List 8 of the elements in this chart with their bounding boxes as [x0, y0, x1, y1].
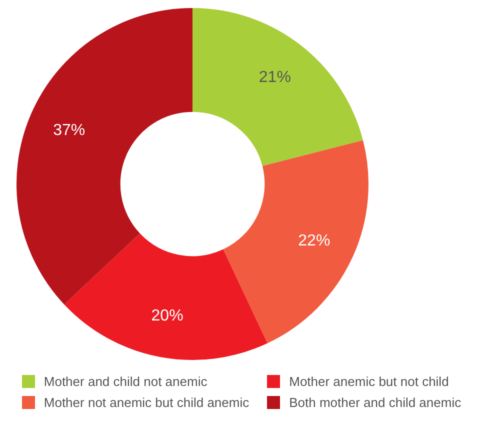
legend-label: Mother anemic but not child [289, 374, 449, 389]
legend-label: Both mother and child anemic [289, 395, 462, 410]
data-label: 22% [298, 232, 330, 250]
data-label: 37% [53, 122, 86, 140]
legend-label: Mother not anemic but child anemic [44, 395, 250, 410]
legend-label: Mother and child not anemic [44, 374, 208, 389]
data-label: 21% [258, 69, 291, 86]
data-label: 20% [151, 307, 184, 324]
